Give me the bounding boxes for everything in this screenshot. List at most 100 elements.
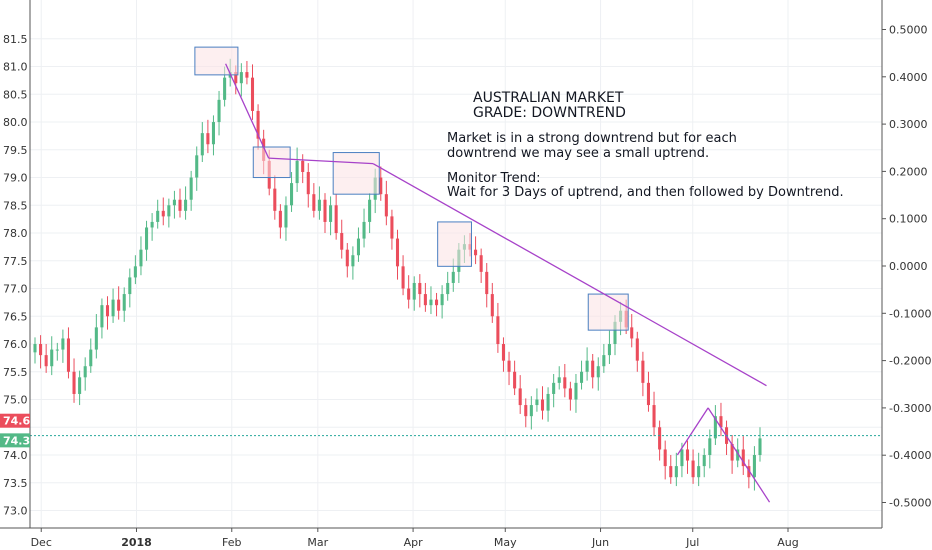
- candle-body: [139, 249, 143, 267]
- candle-body: [747, 466, 751, 478]
- left-axis-tick-label: 80.0: [3, 116, 28, 129]
- candle-body: [429, 299, 433, 306]
- candle-body: [184, 199, 188, 211]
- candle-body: [395, 238, 400, 267]
- right-axis-tick-label: -0.1000: [889, 307, 931, 320]
- time-axis-label: Mar: [307, 536, 328, 549]
- candle-body: [557, 377, 561, 383]
- left-axis-tick-label: 79.0: [3, 172, 28, 185]
- candle-body: [607, 344, 611, 356]
- candle-body: [111, 299, 115, 317]
- candle-body: [290, 183, 294, 206]
- candle-body: [752, 455, 756, 478]
- chart-grid: [30, 0, 882, 528]
- price-tags: 74.6 74.3: [0, 413, 30, 448]
- time-axis-label: May: [494, 536, 517, 549]
- candle-body: [306, 171, 310, 195]
- annotation-block: AUSTRALIAN MARKET GRADE: DOWNTREND Marke…: [447, 90, 844, 200]
- time-axis-label: Jul: [685, 536, 699, 549]
- candle-body: [736, 449, 740, 461]
- left-axis-tick-label: 73.5: [3, 477, 28, 490]
- highlight-box-5: [587, 293, 629, 331]
- candle-body: [591, 360, 595, 378]
- candle-body: [250, 77, 255, 111]
- candle-body: [61, 338, 65, 350]
- candle-body: [89, 349, 93, 367]
- left-axis-tick-label: 76.0: [3, 338, 28, 351]
- right-axis-tick-label: 0.5000: [889, 24, 928, 37]
- highlight-box-4: [437, 221, 472, 267]
- right-axis-tick-label: -0.5000: [889, 497, 931, 510]
- trend-line-3: [372, 163, 767, 387]
- candle-body: [66, 338, 70, 372]
- candle-body: [713, 416, 717, 439]
- candle-body: [730, 443, 734, 461]
- candle-body: [278, 210, 282, 228]
- right-axis-tick-label: -0.4000: [889, 449, 931, 462]
- time-axis-label: Feb: [222, 536, 241, 549]
- left-axis-tick-label: 77.5: [3, 255, 28, 268]
- candle-body: [479, 255, 483, 272]
- candle-body: [362, 221, 366, 239]
- left-axis-tick-label: 75.5: [3, 366, 28, 379]
- time-axis: Dec 2018 Feb Mar Apr May Jun Jul Aug: [0, 527, 882, 549]
- candle-body: [145, 227, 149, 250]
- right-axis-tick-label: -0.3000: [889, 402, 931, 415]
- highlight-box-3: [332, 152, 380, 195]
- time-axis-label: Dec: [31, 536, 52, 549]
- candle-body: [680, 449, 684, 467]
- candle-body: [200, 133, 204, 156]
- candle-body: [351, 255, 355, 267]
- candle-body: [245, 72, 249, 78]
- annotation-title-line1: AUSTRALIAN MARKET: [473, 90, 624, 106]
- candle-body: [697, 466, 701, 478]
- candle-body: [412, 282, 416, 300]
- annotation-body-line5: Wait for 3 Days of uptrend, and then fol…: [447, 185, 844, 200]
- price-tag-label: 74.3: [3, 434, 30, 447]
- candle-body: [574, 382, 578, 400]
- highlight-box-1: [194, 46, 239, 76]
- candle-body: [440, 294, 444, 306]
- candle-body: [418, 282, 422, 295]
- candle-body: [317, 199, 321, 211]
- candle-body: [630, 327, 634, 339]
- candle-body: [105, 305, 110, 317]
- right-axis-tick-label: 0.0000: [889, 260, 928, 273]
- candle-body: [674, 466, 678, 478]
- candle-body: [345, 249, 349, 267]
- left-axis-tick-label: 77.0: [3, 283, 28, 296]
- candle-body: [128, 277, 132, 295]
- candle-body: [167, 205, 171, 217]
- time-axis-label: 2018: [121, 536, 152, 549]
- candle-body: [94, 327, 98, 350]
- candle-body: [719, 416, 723, 428]
- candle-body: [585, 360, 589, 372]
- candle-body: [435, 299, 439, 306]
- candle-body: [563, 377, 567, 389]
- candle-body: [323, 199, 327, 222]
- candle-body: [284, 205, 288, 228]
- candle-body: [239, 72, 243, 84]
- annotation-title-line2: GRADE: DOWNTREND: [473, 105, 626, 121]
- candle-body: [423, 294, 427, 306]
- candle-body: [496, 316, 500, 345]
- candle-body: [485, 271, 489, 295]
- right-axis-tick-label: 0.4000: [889, 71, 928, 84]
- candle-body: [156, 210, 160, 222]
- candle-body: [172, 199, 176, 206]
- candle-body: [646, 382, 650, 406]
- candle-body: [78, 377, 82, 394]
- candle-body: [580, 371, 584, 383]
- candle-body: [329, 205, 333, 222]
- candle-body: [133, 266, 137, 278]
- candle-body: [669, 466, 673, 478]
- candle-body: [33, 344, 37, 353]
- candle-body: [546, 393, 550, 411]
- candlestick-series: [33, 58, 762, 491]
- candle-body: [407, 288, 411, 300]
- left-axis-tick-label: 81.5: [3, 33, 28, 46]
- candle-body: [529, 405, 533, 417]
- candle-body: [390, 216, 394, 239]
- candle-body: [83, 366, 87, 378]
